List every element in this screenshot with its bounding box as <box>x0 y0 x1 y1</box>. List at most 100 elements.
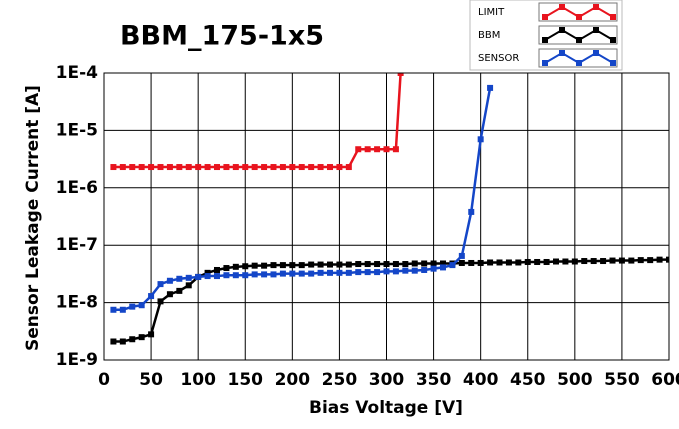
data-point <box>261 262 268 269</box>
data-point <box>496 259 503 266</box>
data-point <box>477 136 484 143</box>
data-point <box>242 272 249 279</box>
data-point <box>505 259 512 266</box>
data-point <box>487 84 494 91</box>
data-point <box>138 334 145 341</box>
data-point <box>345 261 352 268</box>
data-point <box>148 331 155 338</box>
x-tick-label: 600 <box>651 370 679 390</box>
data-point <box>430 260 437 267</box>
data-point <box>364 146 371 153</box>
x-tick-label: 500 <box>557 370 593 390</box>
data-point <box>411 267 418 274</box>
data-point <box>458 252 465 259</box>
data-point <box>251 262 258 269</box>
data-point <box>129 336 136 343</box>
legend-marker <box>593 4 599 10</box>
data-point <box>440 264 446 271</box>
data-point <box>458 259 465 266</box>
data-point <box>637 257 644 264</box>
data-point <box>656 256 663 263</box>
data-point <box>279 262 286 269</box>
y-tick-label: 1E-7 <box>56 235 98 255</box>
data-point <box>600 258 607 265</box>
data-point <box>270 262 277 269</box>
data-point <box>157 164 164 171</box>
data-point <box>119 338 126 345</box>
data-point <box>195 164 202 171</box>
data-point <box>232 272 239 279</box>
data-point <box>176 275 183 282</box>
data-point <box>364 261 371 268</box>
plot-frame <box>103 72 670 361</box>
data-point <box>392 146 399 153</box>
legend-marker <box>559 50 565 56</box>
data-point <box>355 146 362 153</box>
data-point <box>204 269 211 276</box>
data-point <box>232 263 239 270</box>
data-point <box>223 265 230 272</box>
data-point <box>185 282 192 289</box>
data-point <box>138 302 145 309</box>
data-point <box>289 270 296 277</box>
data-point <box>214 266 220 273</box>
data-point <box>204 164 211 171</box>
data-point <box>374 146 381 153</box>
data-point <box>392 261 399 268</box>
data-point <box>327 269 333 276</box>
data-point <box>308 270 315 277</box>
x-tick-label: 300 <box>369 370 405 390</box>
data-point <box>468 259 475 266</box>
data-point <box>166 277 173 284</box>
data-point <box>487 259 494 266</box>
data-point <box>119 306 126 313</box>
data-point <box>289 164 296 171</box>
legend-marker <box>542 60 548 66</box>
data-point <box>317 261 324 268</box>
legend-marker <box>610 60 616 66</box>
y-axis-label: Sensor Leakage Current [A] <box>23 85 43 351</box>
data-point <box>336 269 343 276</box>
data-point <box>581 258 588 265</box>
data-point <box>647 257 654 264</box>
x-tick-label: 400 <box>463 370 499 390</box>
data-point <box>138 164 145 171</box>
data-point <box>308 164 315 171</box>
x-tick-label: 50 <box>139 370 163 390</box>
data-point <box>345 164 352 171</box>
data-point <box>392 268 399 275</box>
y-tick-label: 1E-8 <box>56 293 98 313</box>
data-point <box>289 262 296 269</box>
legend-label: BBM <box>478 30 500 41</box>
data-point <box>308 261 315 268</box>
data-point <box>317 269 324 276</box>
data-point <box>261 271 268 278</box>
x-tick-label: 100 <box>180 370 216 390</box>
data-point <box>383 261 390 268</box>
data-point <box>562 258 569 265</box>
legend-marker <box>559 4 565 10</box>
data-point <box>129 164 136 171</box>
x-axis-label: Bias Voltage [V] <box>309 398 463 418</box>
data-point <box>214 164 220 171</box>
y-tick-label: 1E-9 <box>56 350 98 370</box>
data-point <box>242 263 249 270</box>
x-tick-label: 250 <box>322 370 358 390</box>
data-point <box>251 271 258 278</box>
data-point <box>421 260 428 267</box>
data-point <box>374 269 381 276</box>
data-point <box>110 306 117 313</box>
data-point <box>345 269 352 276</box>
data-point <box>176 287 183 294</box>
legend-marker <box>610 37 616 43</box>
data-point <box>157 298 164 305</box>
legend-label: SENSOR <box>478 53 519 64</box>
data-point <box>195 273 202 280</box>
x-tick-label: 450 <box>510 370 546 390</box>
data-point <box>355 261 362 268</box>
data-point <box>242 164 249 171</box>
data-point <box>166 291 173 298</box>
data-point <box>440 260 446 267</box>
y-tick-label: 1E-5 <box>56 120 98 140</box>
